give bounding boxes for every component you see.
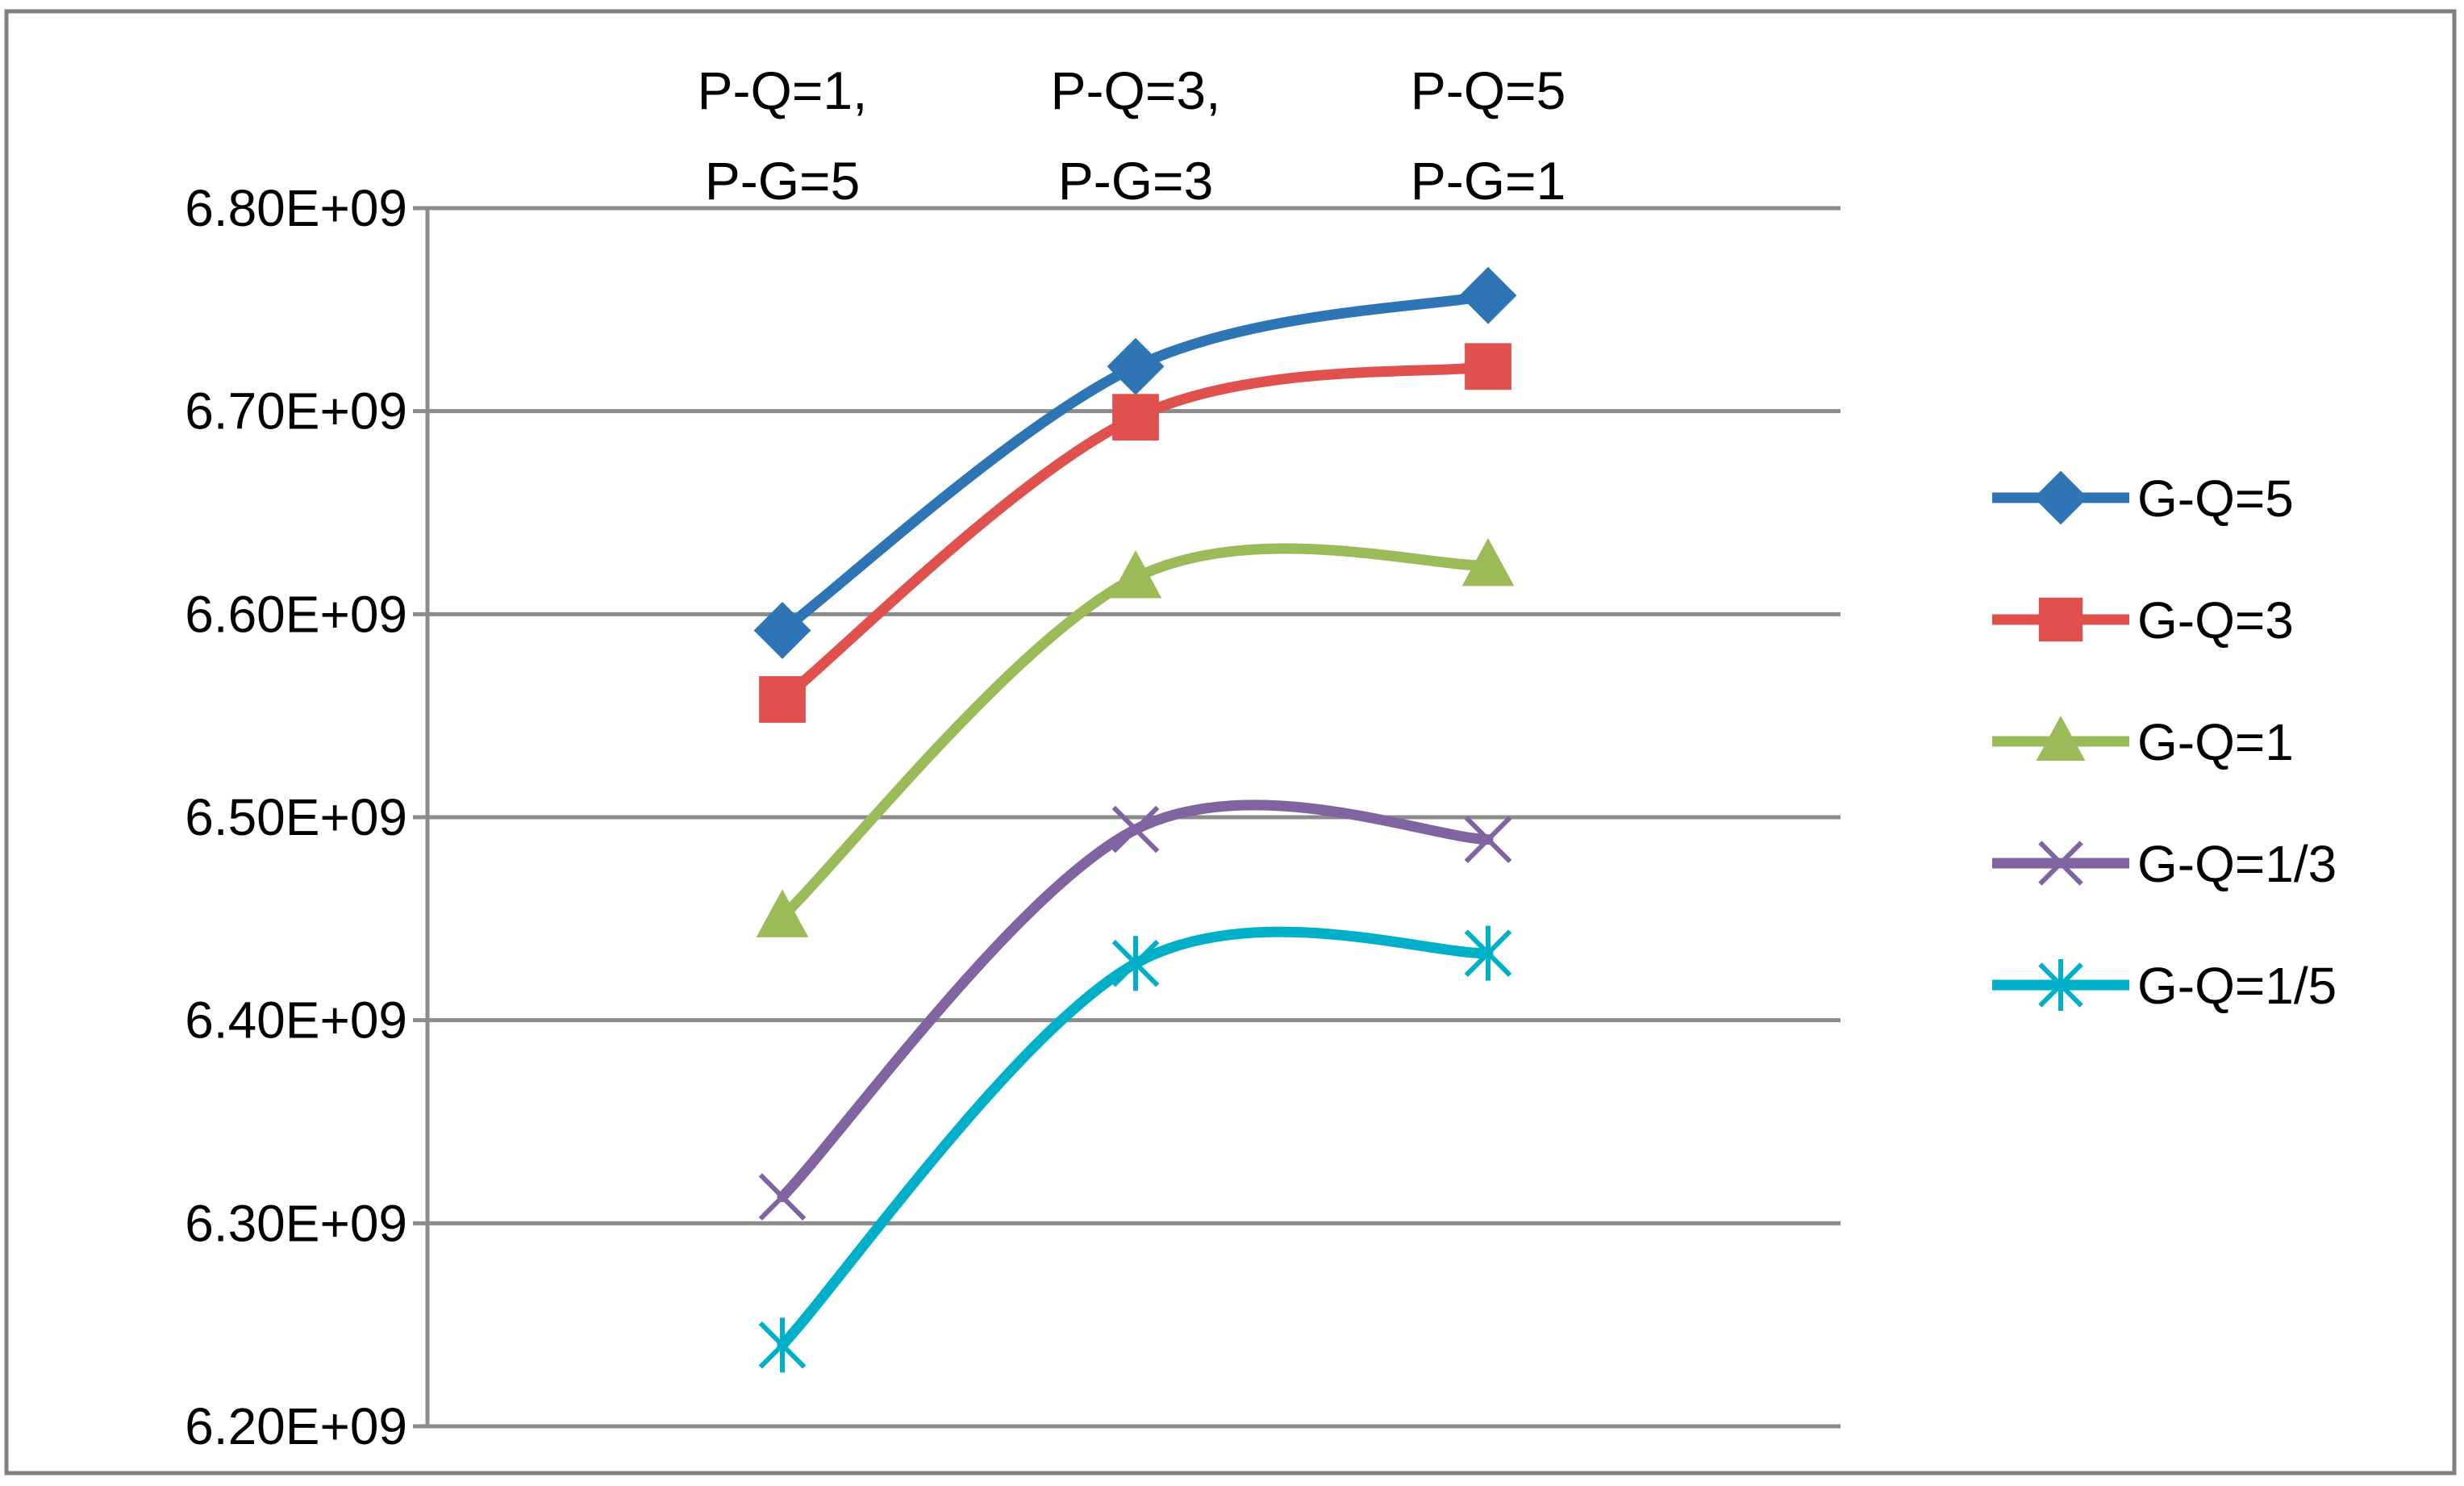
series-line bbox=[777, 799, 1494, 1203]
data-point bbox=[1464, 816, 1512, 864]
data-point bbox=[1459, 266, 1517, 324]
data-point bbox=[758, 1317, 807, 1373]
y-tick-label: 6.20E+09 bbox=[185, 1397, 407, 1455]
legend-marker bbox=[2038, 841, 2083, 886]
legend-entry: G-Q=1/3 bbox=[1992, 835, 2337, 893]
data-point bbox=[1465, 343, 1511, 390]
data-point bbox=[1461, 537, 1515, 586]
series-g-q-5 bbox=[753, 266, 1517, 659]
data-point bbox=[759, 676, 806, 723]
legend-entry: G-Q=5 bbox=[1992, 470, 2294, 528]
series-g-q-1 bbox=[756, 537, 1515, 937]
legend-entry: G-Q=1/5 bbox=[1992, 957, 2337, 1015]
category-labels: P-Q=1, P-G=5 P-Q=3, P-G=3 P-Q=5 P-G=1 bbox=[698, 61, 1566, 211]
series-g-q-3 bbox=[759, 343, 1511, 723]
y-tick-label: 6.50E+09 bbox=[185, 788, 407, 846]
legend-label: G-Q=1/5 bbox=[2137, 957, 2337, 1015]
category-label: P-G=1 bbox=[1411, 151, 1566, 211]
category-label: P-Q=3, bbox=[1051, 61, 1221, 120]
legend-marker bbox=[2033, 470, 2088, 525]
category-label: P-Q=5 bbox=[1411, 61, 1566, 120]
data-point bbox=[1464, 925, 1512, 981]
data-point bbox=[758, 1173, 807, 1221]
series-lines bbox=[753, 266, 1517, 1373]
y-tick-label: 6.80E+09 bbox=[185, 179, 407, 237]
legend: G-Q=5 G-Q=3 G-Q=1 G-Q=1/3 G-Q=1/5 bbox=[1992, 470, 2337, 1015]
category-label: P-G=5 bbox=[705, 151, 861, 211]
data-point bbox=[756, 889, 809, 937]
data-point bbox=[1111, 805, 1160, 854]
category-label: P-Q=1, bbox=[698, 61, 868, 120]
legend-label: G-Q=1 bbox=[2137, 713, 2294, 771]
y-tick-label: 6.30E+09 bbox=[185, 1194, 407, 1252]
y-axis: 6.20E+09 6.30E+09 6.40E+09 6.50E+09 6.60E+09… bbox=[185, 179, 430, 1455]
data-point bbox=[1111, 936, 1160, 991]
legend-marker bbox=[2036, 716, 2086, 761]
legend-marker bbox=[2038, 959, 2083, 1011]
category-label: P-G=3 bbox=[1058, 151, 1214, 211]
legend-entry: G-Q=1 bbox=[1992, 713, 2294, 771]
legend-label: G-Q=3 bbox=[2137, 591, 2294, 649]
y-tick-label: 6.60E+09 bbox=[185, 585, 407, 643]
series-g-q-1-3 bbox=[758, 799, 1512, 1221]
legend-label: G-Q=1/3 bbox=[2137, 835, 2337, 893]
data-point bbox=[753, 602, 811, 659]
data-point bbox=[1112, 394, 1159, 441]
legend-entry: G-Q=3 bbox=[1992, 591, 2294, 649]
series-line bbox=[777, 926, 1494, 1350]
data-point bbox=[1107, 337, 1165, 395]
series-g-q-1-5 bbox=[758, 925, 1512, 1373]
y-tick-label: 6.70E+09 bbox=[185, 382, 407, 440]
y-tick-label: 6.40E+09 bbox=[185, 991, 407, 1050]
legend-marker bbox=[2038, 597, 2083, 642]
data-point bbox=[1109, 550, 1162, 599]
legend-label: G-Q=5 bbox=[2137, 470, 2294, 528]
